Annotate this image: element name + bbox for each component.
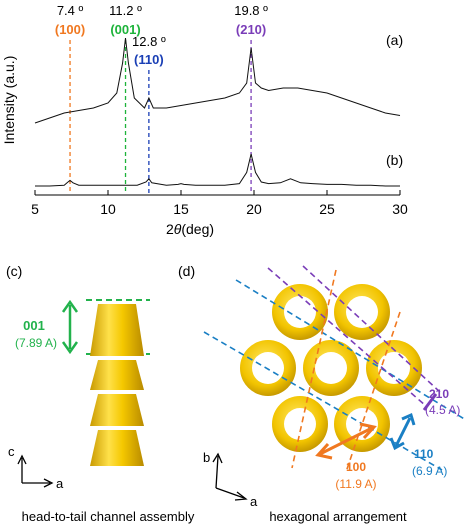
plane-210-line (267, 267, 427, 407)
peak-angle-label: 19.8 º (234, 3, 268, 18)
d110-index: 110 (414, 447, 434, 461)
x-axis-ticks: 5 10 15 20 25 30 (31, 190, 408, 217)
spacing-arrow-down-icon (61, 341, 79, 355)
peak-markers: 7.4 º (100) 11.2 º (001)12.8 º (110) 19.8 º (2… (55, 3, 268, 193)
b-axis-label: b (203, 450, 210, 465)
c-axis-label: c (8, 444, 15, 459)
series-b-label: (b) (386, 152, 403, 168)
d110-arrow (394, 417, 412, 447)
d210-index: 210 (429, 387, 449, 401)
channel-stack (90, 304, 144, 466)
x-tick-label: 5 (31, 201, 39, 217)
peak-index-label: (110) (134, 52, 164, 67)
a-axis-label-d: a (250, 494, 258, 509)
d100-value: (11.9 A) (335, 477, 376, 491)
plane-100-line (345, 311, 401, 473)
channel-ring-hole (252, 352, 284, 384)
y-axis-label: Intensity (a.u.) (1, 56, 17, 145)
panel-d-label: (d) (178, 263, 195, 279)
spacing-value: (7.89 A) (15, 336, 57, 350)
d110-arrowhead-icon (401, 412, 416, 426)
peak-angle-label: 11.2 º (109, 3, 142, 18)
d210-arrow (422, 393, 438, 411)
panel-d-caption: hexagonal arrangement (269, 509, 407, 524)
d100-arrow (319, 426, 373, 456)
x-tick-label: 10 (100, 201, 116, 217)
channel-cylinder (90, 304, 144, 356)
channel-cylinder (90, 394, 144, 426)
peak-angle-label: 12.8 º (132, 34, 166, 49)
series-line-a (34, 37, 401, 124)
channel-ring-hole (346, 296, 378, 328)
channel-cylinder (90, 360, 144, 390)
d100-index: 100 (346, 460, 366, 474)
series-lines (34, 37, 401, 187)
d100-arrowhead-icon (359, 422, 377, 440)
spacing-index: 001 (23, 318, 45, 333)
a-axis-arrowhead-icon (43, 478, 54, 488)
x-axis-label: 2θ(deg) (166, 221, 214, 237)
channel-ring-hole (284, 296, 316, 328)
plane-110-line (203, 331, 443, 471)
panel-d: (d) (178, 263, 467, 524)
a-axis-arrow-d (215, 487, 245, 499)
x-tick-label: 25 (319, 201, 335, 217)
peak-index-label: (001) (110, 22, 140, 37)
c-axis-arrowhead-icon (17, 454, 27, 465)
xrd-chart: 5 10 15 20 25 30 2θ(deg) Intensity (a.u.) 7.4… (1, 3, 408, 237)
panel-c-label: (c) (6, 263, 22, 279)
panel-c-caption: head-to-tail channel assembly (22, 509, 195, 524)
series-line-b (35, 153, 400, 187)
peak-angle-label: 7.4 º (57, 3, 84, 18)
plane-100-line (291, 269, 337, 469)
channel-ring-hole (284, 408, 316, 440)
peak-index-label: (100) (55, 22, 85, 37)
a-axis-arrowhead-icon (234, 491, 248, 501)
spacing-arrow-up-icon (61, 299, 79, 313)
b-axis-arrow (215, 455, 219, 489)
channel-ring-hole (315, 352, 347, 384)
a-axis-label: a (56, 476, 64, 491)
x-tick-label: 30 (392, 201, 408, 217)
b-axis-arrowhead-icon (212, 452, 223, 464)
plane-110-line (235, 279, 467, 421)
plane-210-line (302, 265, 441, 393)
d110-arrowhead-icon (389, 437, 405, 451)
d100-arrowhead-icon (315, 442, 333, 460)
d210-value: (4.5 A) (425, 403, 460, 417)
d110-value: (6.9 A) (412, 464, 447, 478)
channel-ring-hole (378, 352, 410, 384)
panel-c: (c) 001 (7.89 A) c a head-to-tail channe… (6, 263, 195, 524)
peak-index-label: (210) (236, 22, 266, 37)
x-tick-label: 20 (246, 201, 262, 217)
series-a-label: (a) (386, 32, 403, 48)
x-tick-label: 15 (173, 201, 189, 217)
channel-cylinder (90, 430, 144, 466)
